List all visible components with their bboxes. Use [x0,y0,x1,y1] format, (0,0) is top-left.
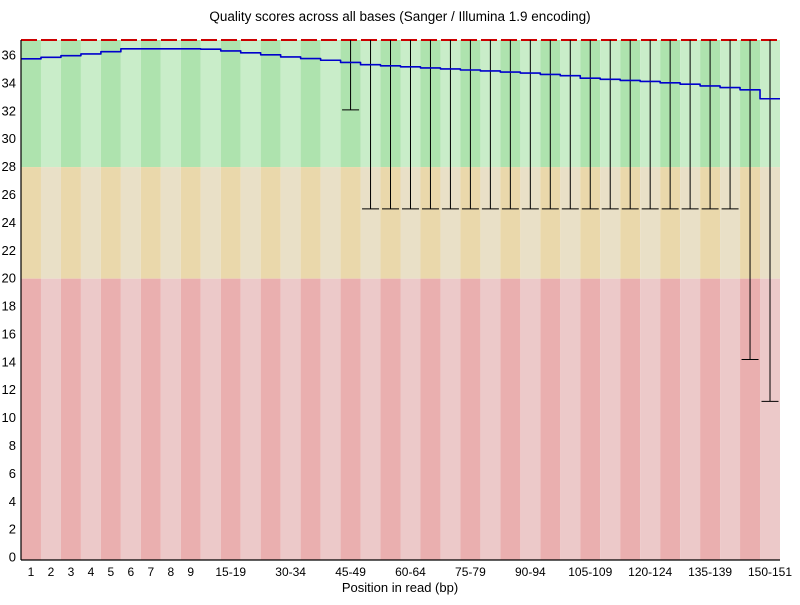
svg-text:90-94: 90-94 [515,565,546,579]
svg-text:6: 6 [9,466,16,481]
svg-text:18: 18 [2,299,16,314]
svg-text:36: 36 [2,48,16,63]
svg-text:105-109: 105-109 [568,565,612,579]
svg-text:150-151: 150-151 [748,565,792,579]
svg-text:8: 8 [9,438,16,453]
svg-text:16: 16 [2,326,16,341]
svg-text:7: 7 [147,565,154,579]
svg-text:3: 3 [68,565,75,579]
svg-text:120-124: 120-124 [628,565,672,579]
svg-text:5: 5 [108,565,115,579]
svg-text:4: 4 [88,565,95,579]
svg-text:1: 1 [28,565,35,579]
svg-text:Position in read (bp): Position in read (bp) [342,580,458,595]
svg-text:15-19: 15-19 [215,565,246,579]
svg-text:32: 32 [2,103,16,118]
svg-text:2: 2 [9,522,16,537]
svg-text:22: 22 [2,243,16,258]
svg-text:2: 2 [48,565,55,579]
svg-text:60-64: 60-64 [395,565,426,579]
svg-text:30-34: 30-34 [275,565,306,579]
svg-text:0: 0 [9,550,16,565]
svg-text:28: 28 [2,159,16,174]
svg-text:4: 4 [9,494,16,509]
svg-text:75-79: 75-79 [455,565,486,579]
svg-text:24: 24 [2,215,16,230]
svg-text:9: 9 [187,565,194,579]
svg-text:10: 10 [2,410,16,425]
svg-text:12: 12 [2,382,16,397]
svg-text:8: 8 [167,565,174,579]
svg-text:14: 14 [2,354,16,369]
svg-text:34: 34 [2,75,16,90]
svg-text:30: 30 [2,131,16,146]
svg-text:45-49: 45-49 [335,565,366,579]
svg-text:20: 20 [2,271,16,286]
svg-text:26: 26 [2,187,16,202]
svg-text:135-139: 135-139 [688,565,732,579]
svg-text:6: 6 [128,565,135,579]
svg-text:Quality scores across all base: Quality scores across all bases (Sanger … [209,9,590,24]
